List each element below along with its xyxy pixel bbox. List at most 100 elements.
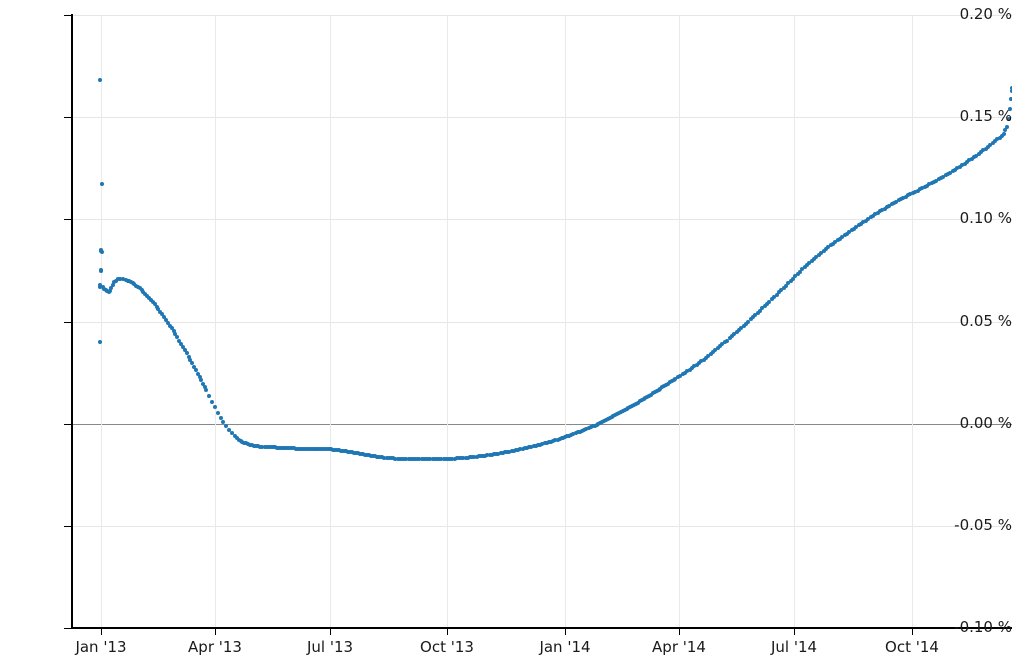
data-point: [224, 424, 229, 429]
data-point: [150, 300, 155, 305]
data-point: [934, 178, 939, 183]
data-point: [454, 456, 459, 461]
data-point: [194, 368, 199, 373]
x-tick-label: Jan '14: [539, 638, 591, 656]
data-point: [798, 269, 803, 274]
data-point: [964, 160, 969, 165]
data-point: [152, 302, 157, 307]
data-point: [849, 228, 854, 233]
data-point: [948, 170, 953, 175]
data-point: [167, 323, 172, 328]
data-point: [913, 189, 918, 194]
data-point: [481, 453, 486, 458]
data-point: [927, 182, 932, 187]
gridline-vertical: [565, 15, 566, 628]
data-point: [415, 457, 420, 462]
x-tick-mark: [794, 629, 795, 635]
data-point: [830, 241, 835, 246]
data-point: [147, 295, 152, 300]
data-point: [571, 432, 576, 437]
data-point: [981, 148, 986, 153]
data-point: [249, 443, 254, 448]
x-tick-mark: [565, 629, 566, 635]
data-point: [779, 288, 784, 293]
data-point: [408, 457, 413, 462]
data-point: [821, 248, 826, 253]
data-point: [513, 448, 518, 453]
data-point: [856, 223, 861, 228]
data-point: [204, 388, 209, 393]
data-point: [419, 457, 424, 462]
data-point: [542, 441, 547, 446]
data-point: [99, 247, 104, 252]
data-point: [753, 313, 758, 318]
data-point: [793, 274, 798, 279]
data-point: [788, 278, 793, 283]
data-point: [483, 453, 488, 458]
data-point: [563, 435, 568, 440]
data-point: [402, 457, 407, 462]
data-point: [884, 205, 889, 210]
data-point: [478, 454, 483, 459]
x-tick-label: Jul '14: [770, 638, 818, 656]
data-point: [910, 190, 915, 195]
data-point: [790, 276, 795, 281]
data-point: [990, 141, 995, 146]
data-point: [232, 433, 237, 438]
data-point: [518, 447, 523, 452]
gridline-horizontal: [72, 117, 1012, 118]
data-point: [704, 355, 709, 360]
data-point: [489, 452, 494, 457]
series-layer: [72, 15, 1012, 628]
x-tick-label: Apr '14: [652, 638, 706, 656]
data-point: [439, 457, 444, 462]
data-point: [212, 405, 217, 410]
data-point: [1009, 88, 1012, 93]
data-point: [833, 240, 838, 244]
data-point: [1006, 117, 1011, 122]
data-point: [582, 427, 587, 432]
data-point: [182, 348, 187, 353]
data-point: [253, 444, 258, 449]
data-point: [962, 161, 967, 166]
data-point: [446, 457, 450, 462]
data-point: [823, 246, 828, 251]
data-point: [736, 328, 741, 333]
data-point: [774, 292, 779, 297]
data-point: [404, 457, 409, 462]
data-point: [861, 220, 866, 225]
data-point: [743, 321, 748, 326]
gridline-vertical: [101, 15, 102, 628]
data-point: [842, 233, 847, 238]
gridline-horizontal: [72, 322, 1012, 323]
gridline-vertical: [794, 15, 795, 628]
data-point: [476, 454, 481, 459]
y-tick-mark: [64, 15, 71, 16]
data-point: [577, 429, 582, 434]
data-point: [98, 282, 103, 287]
data-point: [835, 238, 840, 243]
data-point: [452, 456, 457, 461]
data-point: [494, 451, 499, 456]
data-point: [762, 304, 767, 309]
gridline-vertical: [447, 15, 448, 628]
data-point: [946, 171, 951, 176]
data-point: [169, 326, 174, 331]
data-point: [889, 202, 894, 207]
data-point: [722, 340, 727, 345]
data-point: [522, 446, 527, 451]
data-point: [870, 213, 875, 218]
data-point: [551, 439, 556, 444]
data-point: [713, 348, 718, 353]
data-point: [459, 456, 464, 461]
data-point: [769, 297, 774, 302]
data-point: [202, 384, 207, 389]
data-point: [685, 369, 690, 374]
data-point: [701, 357, 706, 362]
data-point: [437, 457, 442, 462]
data-point: [880, 207, 885, 212]
data-point: [544, 440, 549, 445]
y-tick-mark: [64, 117, 71, 118]
data-point: [109, 286, 114, 291]
data-point: [156, 307, 161, 312]
